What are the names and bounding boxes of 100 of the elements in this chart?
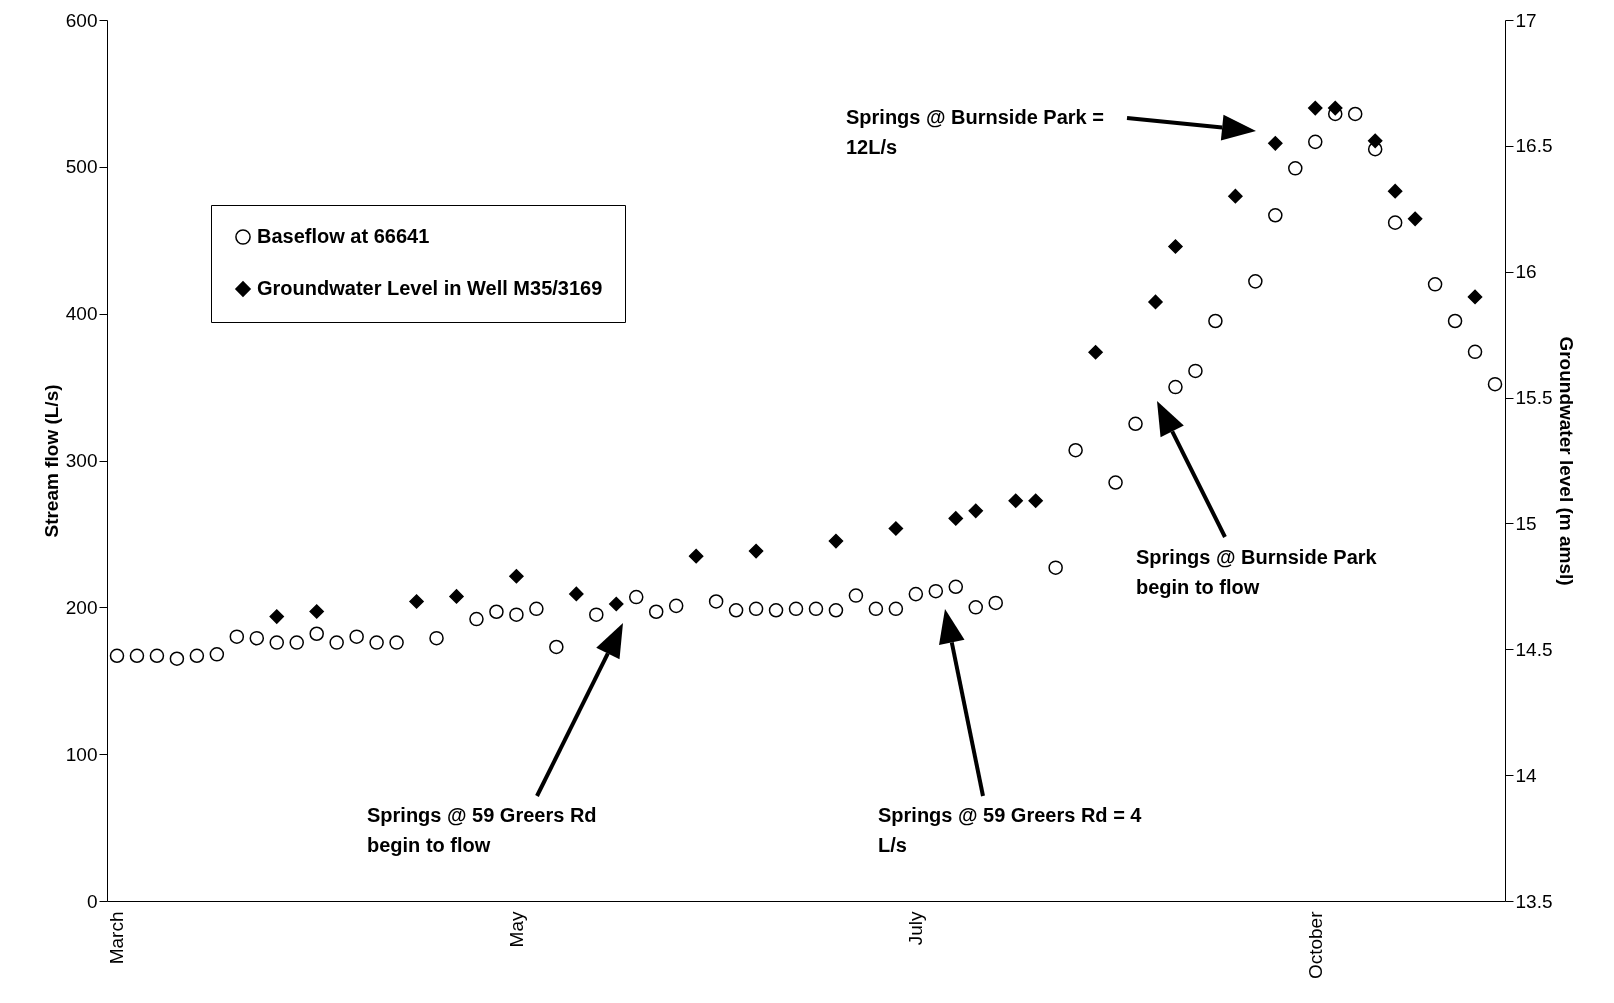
point <box>1168 239 1183 254</box>
point <box>249 630 265 646</box>
point <box>529 601 544 617</box>
point <box>1088 344 1103 360</box>
point <box>948 579 964 595</box>
annotation: Springs @ 59 Greers Rd = 4 L/s <box>878 803 1143 858</box>
point <box>688 548 704 564</box>
point <box>908 586 924 602</box>
annotation: Springs @ Burnside Park begin to flow <box>1136 545 1378 600</box>
y2-tick-label: 13.5 <box>1515 890 1553 912</box>
y-tick-label: 200 <box>65 596 98 618</box>
point <box>1268 208 1283 223</box>
point <box>628 589 644 605</box>
point <box>1467 344 1483 360</box>
y2-tick-label: 15 <box>1515 512 1537 534</box>
point <box>1048 560 1063 575</box>
point <box>888 601 904 617</box>
point <box>1427 277 1443 292</box>
point <box>509 569 524 584</box>
annotation: Springs @ 59 Greers Rd begin to flow <box>367 803 598 858</box>
point <box>589 607 604 622</box>
point <box>888 521 904 536</box>
point <box>469 611 484 627</box>
x-tick-label: July <box>905 911 927 946</box>
point <box>868 601 884 617</box>
point <box>1128 416 1143 432</box>
legend-label: Groundwater Level in Well M35/3169 <box>257 277 603 299</box>
point <box>1248 274 1263 289</box>
y-axis-title: Stream flow (L/s) <box>40 384 62 538</box>
point <box>509 607 524 622</box>
point <box>1347 106 1363 122</box>
legend-label: Baseflow at 66641 <box>257 225 430 247</box>
point <box>1487 376 1503 392</box>
point <box>449 589 464 604</box>
point <box>808 601 824 617</box>
point <box>988 595 1003 611</box>
point <box>289 635 304 650</box>
annotation: Springs @ Burnside Park = 12L/s <box>846 105 1105 160</box>
y-tick-label: 400 <box>65 303 98 325</box>
point <box>1188 363 1203 379</box>
point <box>768 603 784 618</box>
point <box>109 648 125 664</box>
point <box>489 604 504 619</box>
point <box>409 594 424 609</box>
point <box>1208 313 1223 329</box>
y-tick-label: 600 <box>65 9 98 31</box>
point <box>1148 294 1163 310</box>
point <box>968 600 984 615</box>
point <box>169 651 185 666</box>
point <box>189 648 205 664</box>
point <box>1228 188 1243 204</box>
point <box>668 598 684 614</box>
point <box>788 601 804 617</box>
y2-axis-title: Groundwater level (m amsl) <box>1556 336 1578 586</box>
point <box>349 629 364 644</box>
point <box>1467 289 1483 305</box>
point <box>549 639 564 655</box>
point <box>1407 211 1423 227</box>
point <box>1288 161 1303 176</box>
point <box>848 588 864 603</box>
point <box>928 583 944 599</box>
y-tick-label: 500 <box>65 156 98 178</box>
point <box>1308 100 1323 116</box>
y2-tick-label: 16 <box>1515 261 1537 283</box>
point <box>968 503 984 519</box>
point <box>728 603 744 618</box>
point <box>828 533 844 549</box>
point <box>1308 134 1323 150</box>
point <box>309 626 324 642</box>
y2-tick-label: 17 <box>1515 9 1537 31</box>
point <box>1168 379 1183 395</box>
point <box>329 635 344 650</box>
x-tick-label: March <box>106 911 128 965</box>
point <box>1108 475 1123 490</box>
point <box>309 604 324 619</box>
point <box>1447 313 1463 329</box>
y-tick-label: 0 <box>86 890 98 912</box>
point <box>748 601 764 617</box>
point <box>269 635 285 650</box>
point <box>1028 493 1043 509</box>
point <box>1387 215 1403 230</box>
y-tick-label: 300 <box>65 450 98 471</box>
point <box>149 648 165 664</box>
point <box>389 635 404 650</box>
y2-tick-label: 14.5 <box>1515 638 1553 660</box>
point <box>1327 100 1343 116</box>
point <box>569 586 584 602</box>
point <box>609 596 624 612</box>
point <box>1068 442 1083 458</box>
point <box>129 648 145 664</box>
point <box>369 635 384 650</box>
y2-tick-label: 16.5 <box>1515 135 1553 157</box>
point <box>648 604 664 619</box>
point <box>1008 493 1023 509</box>
point <box>1367 133 1383 149</box>
y-tick-label: 100 <box>65 743 98 765</box>
point <box>429 630 444 646</box>
point <box>708 594 724 609</box>
point <box>948 511 964 526</box>
y2-tick-label: 15.5 <box>1515 387 1553 409</box>
